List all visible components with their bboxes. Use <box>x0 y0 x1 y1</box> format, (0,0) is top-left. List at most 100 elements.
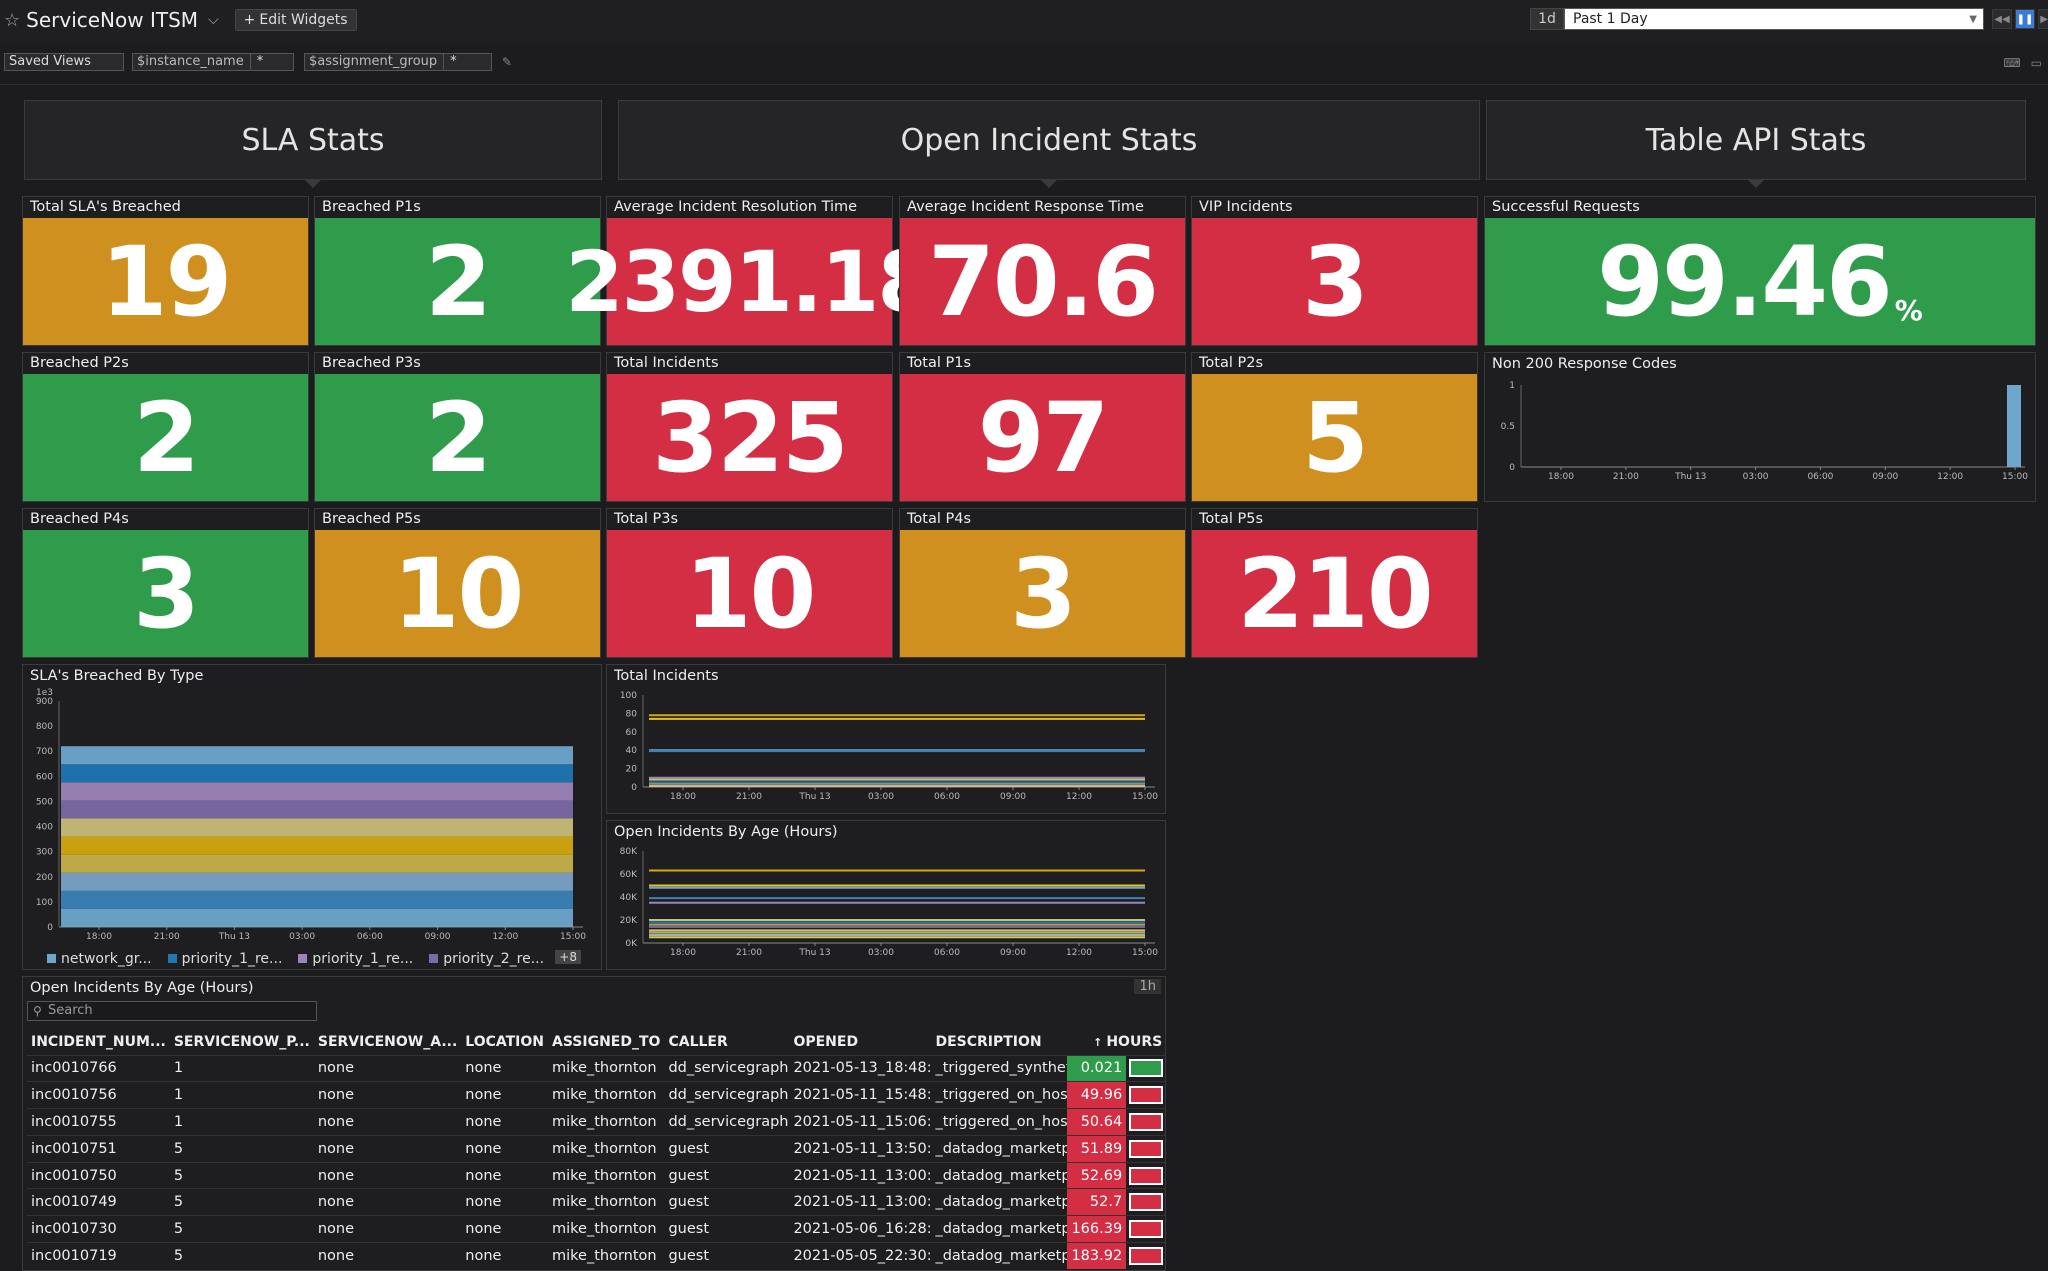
tile-total-p4s[interactable]: Total P4s 3 <box>899 508 1186 658</box>
y-tick-label: 400 <box>36 823 53 833</box>
table-cell: 2021-05-11_13:50:06 <box>789 1134 932 1163</box>
tile-breached-p1s[interactable]: Breached P1s 2 <box>314 196 601 346</box>
tile-breached-p3s[interactable]: Breached P3s 2 <box>314 352 601 502</box>
tile-label: Breached P3s <box>322 355 421 371</box>
table-row[interactable]: inc0010766 1 none none mike_thornton dd_servi… <box>27 1054 1165 1082</box>
table-row[interactable]: inc0010730 5 none none mike_thornton guest 202… <box>27 1215 1165 1243</box>
tile-avg-response-time[interactable]: Average Incident Response Time 70.6 <box>899 196 1186 346</box>
instance-name-variable[interactable]: $instance_name * <box>132 53 294 71</box>
column-header[interactable]: DESCRIPTION <box>935 1033 1042 1050</box>
column-header[interactable]: INCIDENT_NUM... <box>31 1033 166 1050</box>
tile-value: 10 <box>315 530 600 657</box>
table-row[interactable]: inc0010751 5 none none mike_thornton guest 202… <box>27 1134 1165 1163</box>
tile-total-p3s[interactable]: Total P3s 10 <box>606 508 893 658</box>
tile-total-p2s[interactable]: Total P2s 5 <box>1191 352 1478 502</box>
hours-cell: 50.64 <box>1067 1108 1127 1136</box>
search-input[interactable]: ⚲ Search <box>27 1001 317 1021</box>
hours-bar-cell <box>1126 1215 1165 1243</box>
time-controls: 1d Past 1 Day ▼ ◀◀ ❚❚ ▶▶ <box>1530 8 2048 30</box>
tile-label: VIP Incidents <box>1199 199 1293 215</box>
panel-open-incidents-by-age-chart[interactable]: Open Incidents By Age (Hours) 0K 20K 40K 60… <box>606 820 1166 970</box>
x-tick-label: 03:00 <box>1743 472 1769 482</box>
legend-item[interactable]: priority_2_re... <box>429 951 544 967</box>
column-header[interactable]: ASSIGNED_TO <box>552 1033 661 1050</box>
panel-total-incidents-timeseries[interactable]: Total Incidents 0 20 40 60 80 100 18:00 21:00 Th… <box>606 664 1166 814</box>
keyboard-icon[interactable]: ⌨ <box>2003 56 2021 70</box>
tile-total-incidents[interactable]: Total Incidents 325 <box>606 352 893 502</box>
table-row[interactable]: inc0010749 5 none none mike_thornton guest 202… <box>27 1188 1165 1216</box>
tile-vip-incidents[interactable]: VIP Incidents 3 <box>1191 196 1478 346</box>
pause-icon[interactable]: ❚❚ <box>2015 9 2035 29</box>
assignment-group-label: $assignment_group <box>309 54 438 69</box>
column-header[interactable]: CALLER <box>668 1033 728 1050</box>
tile-label: Total P5s <box>1199 511 1263 527</box>
legend-item[interactable]: priority_1_re... <box>298 951 413 967</box>
sla-breached-chart: 1e3 0 100 200 300 400 500 600 700 800 900 18:00 21:0… <box>36 688 586 942</box>
panel-sla-breached-by-type[interactable]: SLA's Breached By Type 1e3 0 100 200 300 400 5… <box>22 664 602 970</box>
tile-successful-requests[interactable]: Successful Requests 99.46 % <box>1484 196 2036 346</box>
tile-label: Breached P5s <box>322 511 421 527</box>
legend-item[interactable]: priority_1_re... <box>167 951 282 967</box>
y-tick-label: 0 <box>631 783 637 793</box>
panel-open-incidents-table[interactable]: Open Incidents By Age (Hours) 1h ⚲ Searc… <box>22 976 1166 1271</box>
top-bar: ☆ ServiceNow ITSM ⌵ + Edit Widgets 1d Pa… <box>0 0 2048 44</box>
tile-value: 19 <box>23 218 308 345</box>
column-header[interactable]: OPENED <box>793 1033 859 1050</box>
tile-breached-p4s[interactable]: Breached P4s 3 <box>22 508 309 658</box>
x-tick-label: Thu 13 <box>798 948 830 958</box>
tile-total-sla-breached[interactable]: Total SLA's Breached 19 <box>22 196 309 346</box>
x-tick-label: Thu 13 <box>1674 472 1706 482</box>
column-header[interactable]: SERVICENOW_P... <box>173 1033 310 1050</box>
table-row[interactable]: inc0010719 5 none none mike_thornton guest 202… <box>27 1242 1165 1270</box>
fast-forward-icon[interactable]: ▶▶ <box>2038 9 2048 29</box>
hours-bar-cell <box>1126 1242 1165 1270</box>
x-tick-label: 06:00 <box>1807 472 1833 482</box>
legend-more-button[interactable]: +8 <box>555 950 581 964</box>
x-tick-label: 21:00 <box>1613 472 1639 482</box>
table-row[interactable]: inc0010755 1 none none mike_thornton dd_servi… <box>27 1108 1165 1136</box>
hours-bar <box>1129 1139 1164 1158</box>
panel-non-200-response-codes[interactable]: Non 200 Response Codes 0 0.5 1 18:00 21:00 Th… <box>1484 352 2036 502</box>
legend-item[interactable]: network_gr... <box>47 951 152 967</box>
hours-cell: 51.89 <box>1067 1134 1127 1163</box>
pencil-icon[interactable]: ✎ <box>502 55 513 69</box>
tile-avg-resolution-time[interactable]: Average Incident Resolution Time 2391.18 <box>565 196 936 346</box>
view-icons: ⌨ ▭ <box>2003 56 2042 70</box>
table-row[interactable]: inc0010756 1 none none mike_thornton dd_servi… <box>27 1081 1165 1109</box>
time-range-select[interactable]: Past 1 Day ▼ <box>1564 8 1984 30</box>
time-short-badge[interactable]: 1d <box>1530 8 1564 30</box>
x-tick-label: 15:00 <box>1132 792 1158 802</box>
area-band <box>61 836 573 855</box>
column-header[interactable]: LOCATION <box>465 1033 545 1050</box>
tile-label: Breached P1s <box>322 199 421 215</box>
assignment-group-variable[interactable]: $assignment_group * <box>304 53 492 71</box>
tile-total-p5s[interactable]: Total P5s 210 <box>1191 508 1478 658</box>
table-row[interactable]: inc0010750 5 none none mike_thornton guest 202… <box>27 1161 1165 1189</box>
table-cell: guest <box>664 1215 790 1243</box>
tile-total-p1s[interactable]: Total P1s 97 <box>899 352 1186 502</box>
edit-widgets-button[interactable]: + Edit Widgets <box>234 9 357 31</box>
column-header[interactable]: SERVICENOW_A... <box>317 1033 458 1050</box>
x-tick-label: Thu 13 <box>798 792 830 802</box>
monitor-icon[interactable]: ▭ <box>2030 56 2042 70</box>
table-cell: none <box>461 1161 549 1189</box>
column-header-hours[interactable]: ↑ HOURS <box>1093 1033 1163 1050</box>
table-cell: inc0010766 <box>27 1054 170 1082</box>
chevron-down-icon[interactable]: ⌵ <box>208 12 219 28</box>
y-tick-label: 40 <box>626 746 638 756</box>
y-tick-label: 20K <box>620 916 638 926</box>
hours-bar-cell <box>1126 1188 1165 1216</box>
panel-title: Total Incidents <box>614 668 719 684</box>
saved-views-select[interactable]: Saved Views <box>4 53 124 71</box>
rewind-icon[interactable]: ◀◀ <box>1992 9 2012 29</box>
template-variables-bar: Saved Views $instance_name * $assignment… <box>0 50 2048 80</box>
y-tick-label: 500 <box>36 797 53 807</box>
y-tick-label: 20 <box>626 765 638 775</box>
table-cell: none <box>461 1188 549 1216</box>
bar <box>2007 385 2021 467</box>
table-cell: none <box>461 1081 549 1109</box>
tile-breached-p5s[interactable]: Breached P5s 10 <box>314 508 601 658</box>
tile-label: Total P3s <box>614 511 678 527</box>
tile-breached-p2s[interactable]: Breached P2s 2 <box>22 352 309 502</box>
star-icon[interactable]: ☆ <box>4 9 21 31</box>
